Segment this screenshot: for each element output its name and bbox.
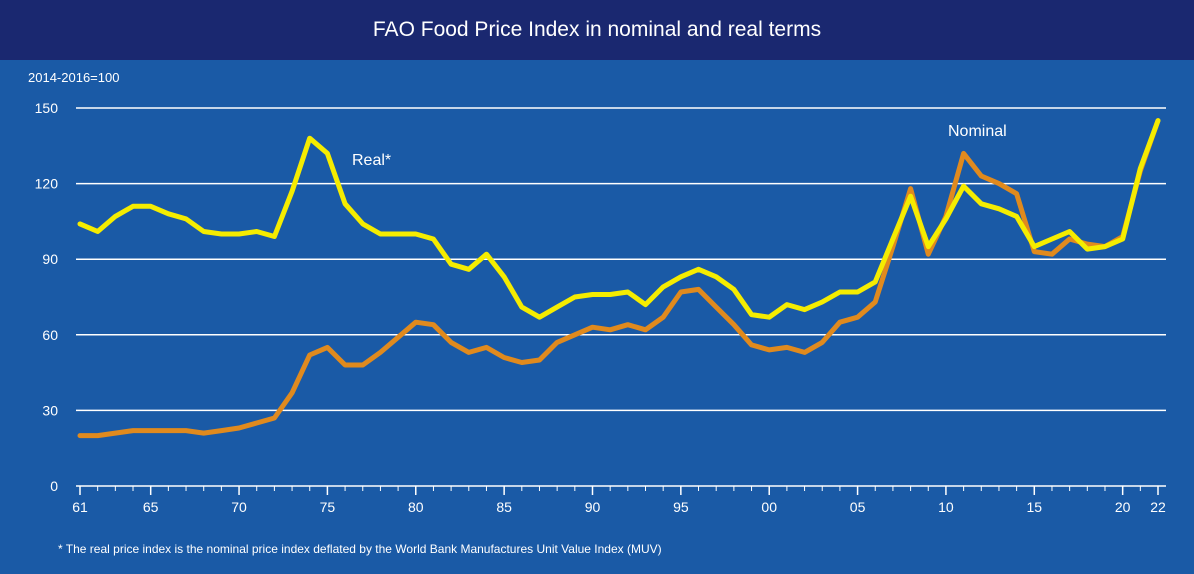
x-tick-label: 05 — [850, 499, 866, 515]
x-tick-label: 85 — [496, 499, 512, 515]
x-tick-label: 80 — [408, 499, 424, 515]
chart-title: FAO Food Price Index in nominal and real… — [372, 18, 822, 41]
x-tick-label: 90 — [585, 499, 601, 515]
chart-footnote: * The real price index is the nominal pr… — [58, 542, 662, 556]
series-line-real — [77, 118, 1161, 320]
y-tick-label: 60 — [42, 327, 58, 343]
y-tick-label: 150 — [35, 100, 59, 116]
x-tick-label: 10 — [938, 499, 954, 515]
x-tick-label: 61 — [72, 499, 88, 515]
x-tick-label: 22 — [1150, 499, 1166, 515]
x-tick-label: 00 — [761, 499, 777, 515]
x-tick-label: 65 — [143, 499, 159, 515]
real-series-label: Real* — [352, 152, 391, 169]
y-unit-label: 2014-2016=100 — [28, 70, 119, 85]
x-tick-label: 15 — [1027, 499, 1043, 515]
y-tick-label: 30 — [42, 402, 58, 418]
line-chart: 2014-2016=100 0 30 60 90 120 150 61 65 70 75 80 85 90… — [28, 70, 1166, 515]
x-tick-label: 95 — [673, 499, 689, 515]
x-tick-label: 20 — [1115, 499, 1131, 515]
x-tick-label: 70 — [231, 499, 247, 515]
y-tick-label: 90 — [42, 251, 58, 267]
series-line-nominal — [77, 118, 1161, 439]
nominal-series-label: Nominal — [948, 123, 1007, 140]
chart-title-bar: FAO Food Price Index in nominal and real… — [0, 0, 1194, 60]
y-tick-label: 120 — [35, 176, 59, 192]
x-tick-label: 75 — [320, 499, 336, 515]
y-tick-label: 0 — [50, 478, 58, 494]
